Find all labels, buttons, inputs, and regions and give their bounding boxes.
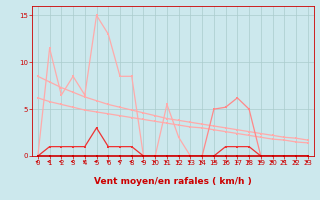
X-axis label: Vent moyen/en rafales ( km/h ): Vent moyen/en rafales ( km/h ) bbox=[94, 177, 252, 186]
